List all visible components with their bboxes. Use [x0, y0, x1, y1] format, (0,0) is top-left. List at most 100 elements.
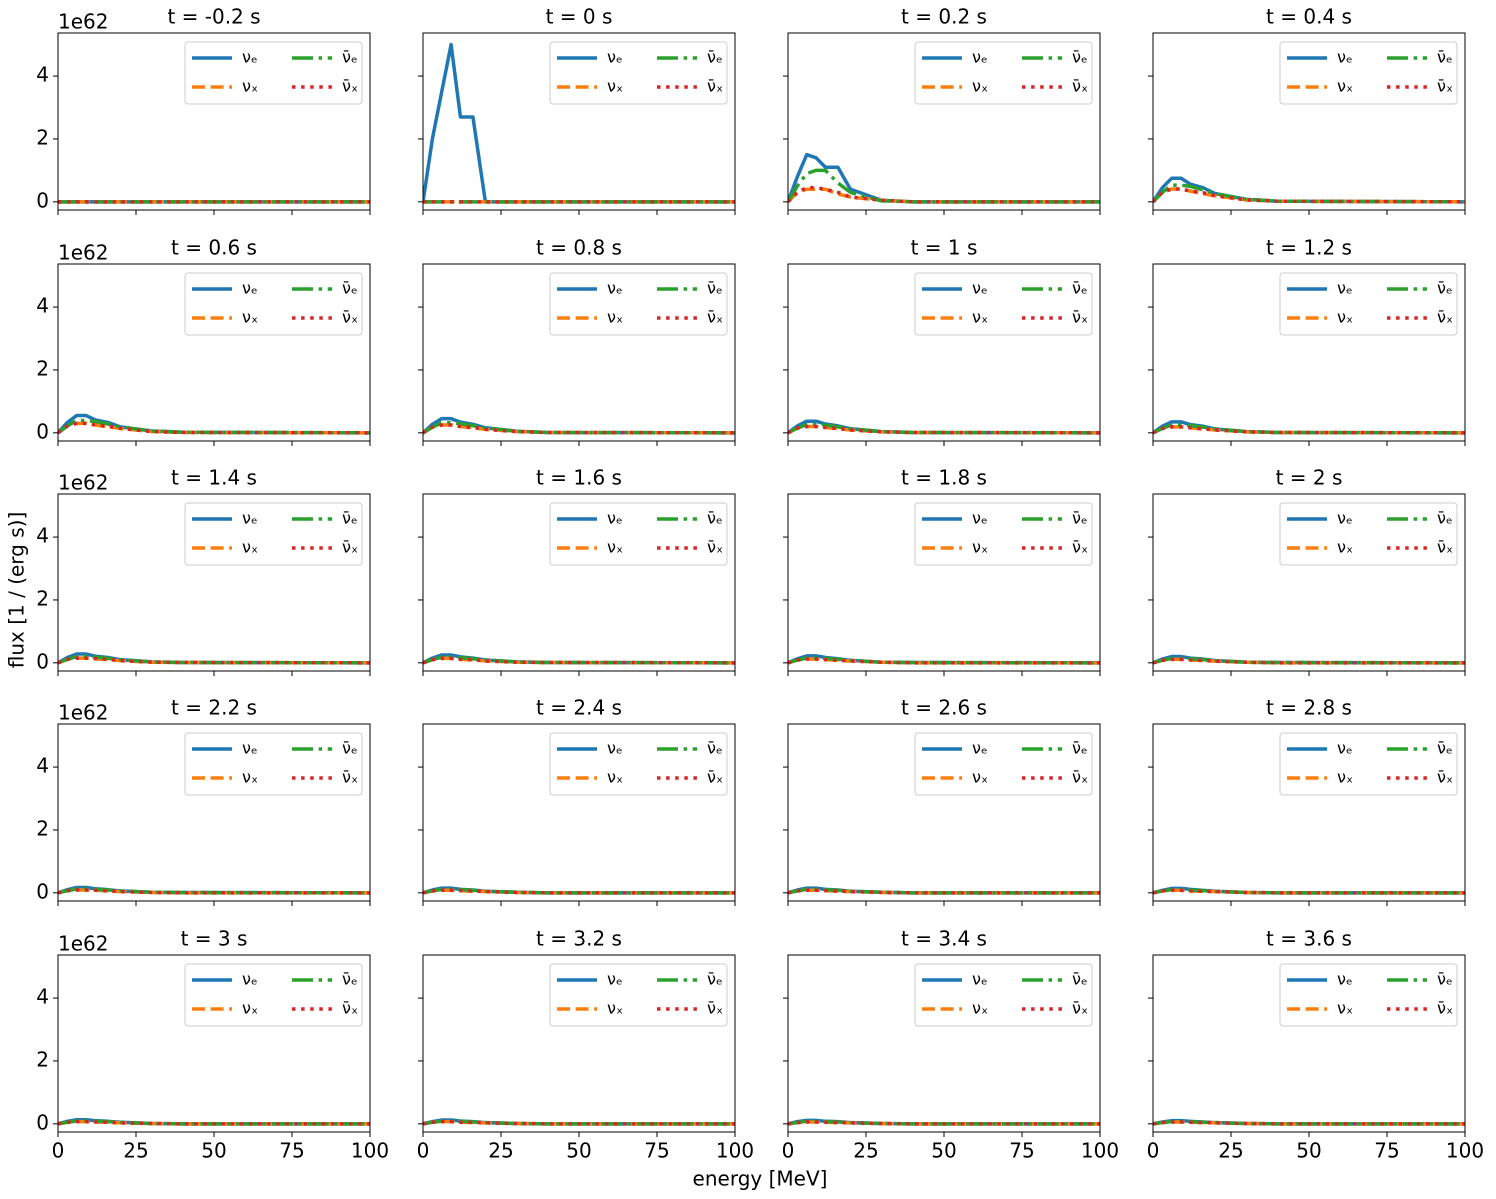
data-line — [58, 1119, 370, 1126]
legend-label: νₑ — [1337, 970, 1353, 989]
legend-label: ν̄ₑ — [342, 509, 358, 528]
plot-area — [1153, 654, 1465, 665]
legend: νₑ νₓ ν̄ₑ ν̄ₓ — [914, 963, 1093, 1027]
legend-box — [1279, 272, 1458, 336]
y-tick-label: 4 — [36, 524, 49, 548]
data-line — [1153, 187, 1465, 204]
plot-area — [423, 42, 735, 204]
subplot: t = 0.4 s νₑ νₓ ν̄ₑ ν̄ₓ — [1148, 5, 1466, 215]
legend-label: ν̄ₑ — [707, 739, 723, 758]
subplot: t = 0 s νₑ νₓ ν̄ₑ ν̄ₓ — [418, 5, 736, 215]
legend-label: ν̄ₑ — [1072, 48, 1088, 67]
y-offset-label: 1e62 — [58, 10, 108, 34]
plot-area — [1153, 886, 1465, 895]
data-line — [58, 888, 370, 895]
data-line — [423, 656, 735, 665]
legend-label: νₓ — [1337, 768, 1353, 787]
plot-area — [788, 1118, 1100, 1126]
subplot-title: t = 1 s — [911, 236, 978, 260]
y-tick-label: 4 — [36, 985, 49, 1009]
legend-label: νₓ — [1337, 538, 1353, 557]
x-tick-label: 0 — [782, 1139, 795, 1163]
x-tick-label: 0 — [417, 1139, 430, 1163]
legend-label: νₓ — [607, 999, 623, 1018]
legend-label: ν̄ₓ — [707, 999, 723, 1018]
legend-box — [1279, 963, 1458, 1027]
subplot-title: t = 2.6 s — [901, 696, 987, 720]
legend-label: νₓ — [242, 77, 258, 96]
axes-frame — [57, 723, 371, 902]
legend-box — [914, 272, 1093, 336]
legend-box — [914, 732, 1093, 796]
legend-label: ν̄ₑ — [1437, 509, 1453, 528]
data-line — [1153, 888, 1465, 895]
legend-label: νₑ — [607, 970, 623, 989]
axes-frame — [1152, 723, 1466, 902]
legend-label: ν̄ₑ — [1437, 970, 1453, 989]
y-tick-label: 2 — [36, 586, 49, 610]
x-tick-label: 75 — [644, 1139, 669, 1163]
legend-label: ν̄ₓ — [342, 999, 358, 1018]
data-line — [788, 888, 1100, 895]
subplot: t = 0.6 s 1e62 0 2 4 νₑ νₓ ν̄ₑ ν̄ₓ — [36, 236, 371, 446]
legend: νₑ νₓ ν̄ₑ ν̄ₓ — [184, 502, 363, 566]
legend: νₑ νₓ ν̄ₑ ν̄ₓ — [184, 732, 363, 796]
legend-label: ν̄ₓ — [1072, 308, 1088, 327]
x-tick-label: 25 — [853, 1139, 878, 1163]
subplot: t = 0.2 s νₑ νₓ ν̄ₑ ν̄ₓ — [783, 5, 1101, 215]
x-tick-label: 0 — [52, 1139, 65, 1163]
legend-label: νₓ — [242, 768, 258, 787]
plot-area — [788, 654, 1100, 665]
y-offset-label: 1e62 — [58, 932, 108, 956]
data-line — [1153, 425, 1465, 435]
legend-label: νₓ — [242, 999, 258, 1018]
legend-label: ν̄ₑ — [342, 279, 358, 298]
legend-label: νₑ — [1337, 739, 1353, 758]
legend-label: νₓ — [972, 308, 988, 327]
data-line — [788, 185, 1100, 204]
plot-area — [423, 1118, 735, 1126]
x-tick-label: 50 — [1296, 1139, 1321, 1163]
legend-label: νₑ — [972, 739, 988, 758]
subplot: t = 1.8 s νₑ νₓ ν̄ₑ ν̄ₓ — [783, 466, 1101, 676]
x-tick-label: 100 — [351, 1139, 389, 1163]
x-axis-label: energy [MeV] — [693, 1167, 828, 1191]
legend: νₑ νₓ ν̄ₑ ν̄ₓ — [549, 41, 728, 105]
legend-label: νₑ — [242, 279, 258, 298]
legend-label: ν̄ₓ — [1437, 999, 1453, 1018]
axes-frame — [787, 493, 1101, 672]
legend-box — [1279, 502, 1458, 566]
data-line — [788, 168, 1100, 204]
x-tick-label: 25 — [1218, 1139, 1243, 1163]
subplot-title: t = 3.6 s — [1266, 927, 1352, 951]
plot-area — [423, 653, 735, 665]
y-offset-label: 1e62 — [58, 471, 108, 495]
legend-label: ν̄ₑ — [1437, 279, 1453, 298]
plot-area — [423, 416, 735, 435]
legend: νₑ νₓ ν̄ₑ ν̄ₓ — [914, 41, 1093, 105]
axes-frame — [1152, 954, 1466, 1133]
plot-area — [1153, 1118, 1465, 1126]
legend-label: νₑ — [607, 509, 623, 528]
plot-area — [58, 413, 370, 435]
legend-label: νₓ — [972, 999, 988, 1018]
plot-area — [788, 419, 1100, 435]
legend-label: νₑ — [972, 279, 988, 298]
axes-frame — [422, 263, 736, 442]
legend-label: νₓ — [607, 308, 623, 327]
legend-label: ν̄ₓ — [342, 768, 358, 787]
legend-label: ν̄ₓ — [707, 538, 723, 557]
legend-box — [184, 41, 363, 105]
legend-label: ν̄ₓ — [1437, 308, 1453, 327]
legend: νₑ νₓ ν̄ₑ ν̄ₓ — [914, 502, 1093, 566]
legend-box — [914, 502, 1093, 566]
subplot-title: t = 0 s — [546, 5, 613, 29]
subplot: t = 2 s νₑ νₓ ν̄ₑ ν̄ₓ — [1148, 466, 1466, 676]
subplot-title: t = 3.2 s — [536, 927, 622, 951]
legend-label: νₓ — [972, 538, 988, 557]
subplot: t = -0.2 s 1e62 0 2 4 νₑ νₓ ν̄ₑ ν̄ₓ — [36, 5, 371, 215]
plot-area — [788, 152, 1100, 204]
legend: νₑ νₓ ν̄ₑ ν̄ₓ — [549, 732, 728, 796]
legend-label: ν̄ₑ — [1437, 48, 1453, 67]
